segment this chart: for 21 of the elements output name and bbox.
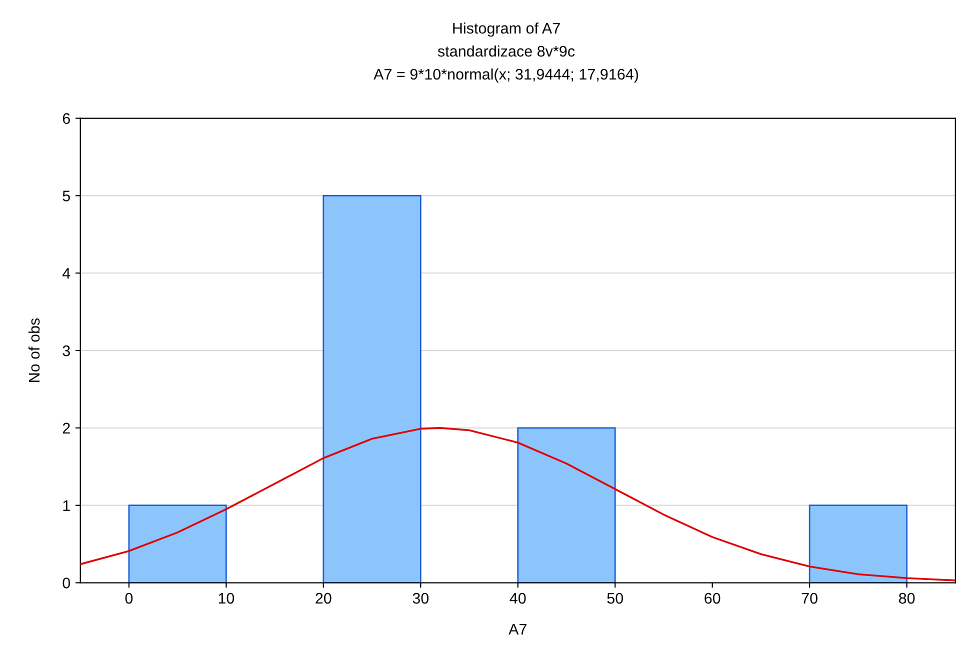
y-tick-label: 1 <box>63 500 70 511</box>
y-tick-label: 6 <box>62 113 70 124</box>
chart-subtitle: standardizace 8v*9c <box>438 45 575 57</box>
x-tick-label: 30 <box>412 592 429 604</box>
x-tick-label: 40 <box>510 592 526 604</box>
x-axis-title: A7 <box>508 624 526 634</box>
y-tick-label: 3 <box>62 345 70 356</box>
y-tick-label: 2 <box>62 422 70 434</box>
x-tick-label: 70 <box>802 592 818 604</box>
text: A7 = 9*10*normal(x; 31,9444; 17,9164) <box>374 68 638 83</box>
x-tick-label: 50 <box>607 592 624 604</box>
x-tick-label: 10 <box>218 592 234 604</box>
y-tick-label: 4 <box>62 268 70 279</box>
x-tick-label: 0 <box>125 592 133 604</box>
y-axis-title: No of obs <box>28 318 40 382</box>
chart-title: Histogram of A7 <box>453 22 560 37</box>
x-tick-label: 80 <box>898 592 915 604</box>
x-tick-label: 20 <box>316 592 332 604</box>
y-tick-label: 0 <box>62 578 70 588</box>
y-tick-label: 5 <box>62 190 70 202</box>
x-tick-label: 60 <box>704 592 720 604</box>
